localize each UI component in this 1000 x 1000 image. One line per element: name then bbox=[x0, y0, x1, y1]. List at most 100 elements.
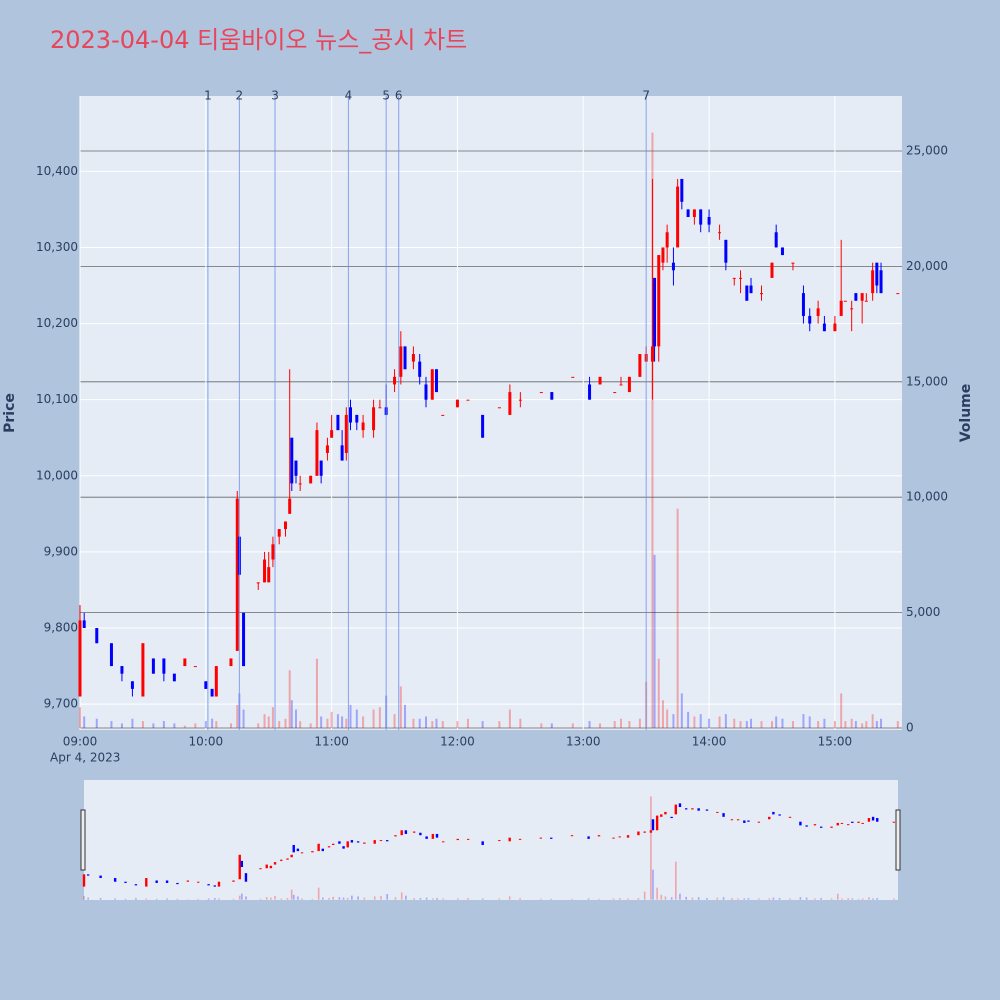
slider-volume-bar bbox=[467, 898, 469, 900]
slider-volume-bar bbox=[656, 887, 658, 900]
slider-volume-bar bbox=[836, 893, 839, 900]
candle-body bbox=[340, 445, 344, 461]
slider-candle bbox=[134, 884, 138, 886]
volume-bar bbox=[183, 725, 186, 728]
candle-body bbox=[172, 673, 176, 682]
candle-body bbox=[791, 262, 795, 264]
slider-candle bbox=[772, 811, 775, 815]
y-axis-title: Price bbox=[2, 393, 18, 433]
slider-volume-bar bbox=[841, 898, 843, 900]
volume-bar bbox=[781, 718, 784, 728]
slider-candle bbox=[244, 873, 248, 882]
slider-volume-bar bbox=[820, 898, 822, 900]
slider-volume-bar bbox=[99, 898, 102, 900]
volume-bar bbox=[661, 700, 664, 728]
slider-volume-bar bbox=[83, 896, 85, 900]
volume-bar bbox=[315, 658, 318, 728]
slider-candle bbox=[207, 884, 210, 886]
volume-bar bbox=[435, 718, 438, 728]
candle-body bbox=[598, 376, 602, 385]
slider-volume-bar bbox=[868, 897, 870, 900]
slider-handle[interactable] bbox=[895, 809, 901, 871]
slider-volume-bar bbox=[498, 898, 501, 900]
news-label: 7 bbox=[642, 89, 650, 103]
slider-candle bbox=[346, 841, 349, 848]
slider-candle bbox=[311, 851, 314, 853]
slider-candle bbox=[296, 848, 300, 852]
candle-body bbox=[739, 277, 743, 279]
candle-body bbox=[271, 544, 275, 560]
slider-candle bbox=[456, 838, 459, 841]
slider-volume-bar bbox=[373, 896, 376, 900]
slider-candle bbox=[612, 837, 615, 839]
slider-candle bbox=[550, 837, 553, 839]
volume-bar bbox=[424, 716, 427, 728]
slider-candle bbox=[813, 824, 817, 826]
candle-body bbox=[671, 262, 675, 271]
volume-bar bbox=[393, 714, 396, 728]
volume-bar bbox=[341, 716, 344, 728]
volume-bar bbox=[519, 718, 522, 728]
volume-bar bbox=[267, 716, 270, 728]
candle-body bbox=[418, 361, 422, 377]
volume-bar bbox=[211, 718, 214, 728]
slider-volume-bar bbox=[400, 892, 403, 900]
volume-bar bbox=[290, 700, 293, 728]
range-slider[interactable] bbox=[84, 780, 898, 900]
y-tick-label: 9,700 bbox=[44, 697, 78, 711]
candle-body bbox=[290, 437, 294, 484]
candle-body bbox=[284, 521, 287, 530]
candle-body bbox=[497, 407, 501, 409]
x-tick-label: 14:00 bbox=[692, 735, 727, 749]
volume-bar bbox=[229, 723, 232, 728]
volume-bar bbox=[508, 709, 511, 728]
slider-candle bbox=[431, 833, 435, 839]
volume-bar bbox=[850, 718, 853, 728]
slider-candle bbox=[743, 820, 746, 823]
slider-candle bbox=[851, 821, 854, 823]
candle-body bbox=[724, 239, 728, 263]
candle-body bbox=[718, 232, 722, 234]
candle-body bbox=[361, 422, 365, 431]
slider-candle bbox=[176, 882, 179, 885]
volume-bar bbox=[699, 714, 702, 728]
candle-body bbox=[657, 255, 661, 347]
slider-handle[interactable] bbox=[80, 809, 86, 871]
candle-body bbox=[839, 300, 843, 316]
candle-body bbox=[455, 399, 459, 408]
slider-volume-bar bbox=[259, 898, 262, 900]
slider-volume-bar bbox=[332, 896, 334, 900]
slider-candle bbox=[651, 819, 655, 831]
news-label: 4 bbox=[345, 89, 353, 103]
slider-volume-bar bbox=[685, 896, 687, 900]
volume-bar bbox=[620, 718, 623, 728]
candle-body bbox=[627, 376, 631, 393]
candle-body bbox=[378, 407, 382, 409]
candle-body bbox=[263, 559, 267, 583]
volume-bar bbox=[666, 709, 669, 728]
slider-volume-bar bbox=[419, 898, 422, 900]
candle-body bbox=[319, 460, 323, 476]
candle-body bbox=[638, 354, 642, 377]
candle-body bbox=[822, 323, 826, 332]
volume-bar bbox=[399, 686, 402, 728]
volume-bar bbox=[294, 709, 297, 728]
slider-candle bbox=[768, 816, 771, 820]
slider-volume-bar bbox=[650, 796, 652, 900]
volume-bar bbox=[79, 707, 81, 728]
volume-bar bbox=[653, 554, 656, 728]
volume-bar bbox=[613, 721, 616, 728]
candle-body bbox=[309, 475, 313, 484]
slider-volume-bar bbox=[176, 898, 179, 900]
slider-volume-bar bbox=[772, 897, 775, 900]
candle-body bbox=[665, 232, 669, 248]
volume-bar bbox=[708, 718, 711, 728]
x-date-label: Apr 4, 2023 bbox=[50, 751, 120, 765]
candle-body bbox=[315, 430, 319, 476]
y2-tick-label: 15,000 bbox=[906, 374, 948, 388]
slider-candle bbox=[385, 840, 389, 842]
slider-candle bbox=[290, 854, 293, 858]
candle-body bbox=[808, 315, 812, 324]
volume-bar bbox=[599, 723, 602, 728]
slider-candle bbox=[570, 835, 574, 837]
